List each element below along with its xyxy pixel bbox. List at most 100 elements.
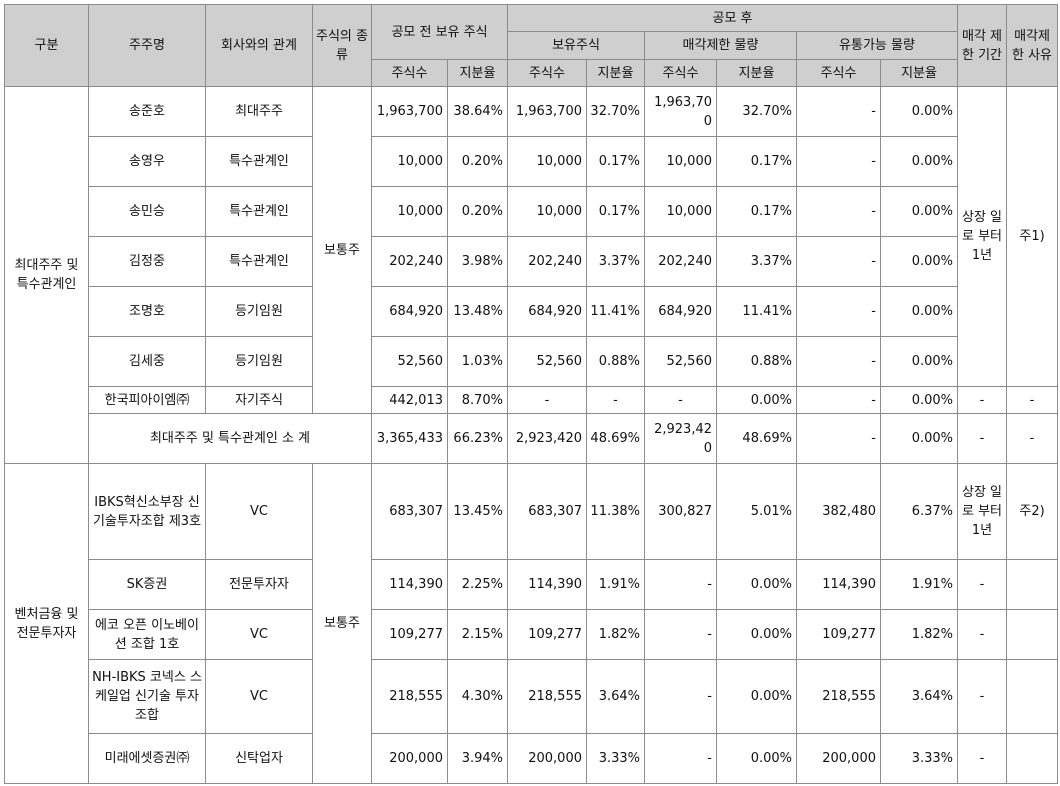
tradable-shares: 114,390 bbox=[796, 559, 881, 610]
tradable-ratio: 3.64% bbox=[879, 659, 959, 734]
holder-relation: 신탁업자 bbox=[205, 733, 313, 784]
pre-ratio: 38.64% bbox=[447, 86, 508, 137]
tradable-ratio: 0.00% bbox=[879, 386, 959, 414]
holder-name: SK증권 bbox=[88, 559, 206, 610]
pre-shares: 218,555 bbox=[371, 659, 448, 734]
restricted-shares: 1,963,700 bbox=[644, 86, 717, 137]
tradable-shares: - bbox=[796, 236, 881, 287]
tradable-shares: 109,277 bbox=[796, 609, 881, 660]
table-row: 벤처금융 및 전문투자자 IBKS혁신소부장 신기술투자조합 제3호 VC 보통… bbox=[4, 463, 1059, 784]
holder-relation: 전문투자자 bbox=[205, 559, 313, 610]
reason bbox=[1006, 609, 1059, 660]
restricted-shares: 684,920 bbox=[644, 286, 717, 337]
holder-name: 조명호 bbox=[88, 286, 206, 337]
held-shares: 2,923,420 bbox=[507, 413, 587, 464]
holder-relation: 등기임원 bbox=[205, 286, 313, 337]
holder-name: 김세중 bbox=[88, 336, 206, 387]
table-row: 김세중 등기임원 52,560 1.03% 52,560 0.88% 52,56… bbox=[5, 336, 1058, 387]
restricted-shares: 10,000 bbox=[644, 186, 717, 237]
tradable-ratio: 0.00% bbox=[879, 186, 959, 237]
tradable-ratio: 0.00% bbox=[879, 136, 959, 187]
tradable-ratio: 0.00% bbox=[879, 86, 959, 137]
restricted-ratio: 3.37% bbox=[716, 236, 797, 287]
held-ratio: 1.91% bbox=[586, 559, 645, 610]
holder-relation: 특수관계인 bbox=[205, 236, 313, 287]
period: - bbox=[957, 413, 1008, 464]
held-shares: 200,000 bbox=[507, 733, 587, 784]
tradable-ratio: 0.00% bbox=[879, 336, 959, 387]
restricted-ratio: 48.69% bbox=[716, 413, 797, 464]
holder-relation: 등기임원 bbox=[205, 336, 313, 387]
table-row: 조명호 등기임원 684,920 13.48% 684,920 11.41% 6… bbox=[5, 286, 1058, 337]
held-shares: 10,000 bbox=[507, 136, 587, 187]
holder-name: IBKS혁신소부장 신기술투자조합 제3호 bbox=[88, 463, 206, 560]
table-row: NH-IBKS 코넥스 스케일업 신기술 투자조합 VC 218,555 4.3… bbox=[5, 659, 1059, 734]
reason: - bbox=[1006, 386, 1059, 414]
held-ratio: 0.17% bbox=[586, 186, 645, 237]
pre-shares: 10,000 bbox=[371, 136, 448, 187]
header-ratio: 지분율 bbox=[879, 59, 959, 87]
subtotal-row: 최대주주 및 특수관계인 소 계 3,365,433 66.23% 2,923,… bbox=[5, 413, 1059, 464]
restricted-ratio: 11.41% bbox=[716, 286, 797, 337]
period: - bbox=[957, 733, 1008, 784]
tradable-shares: 382,480 bbox=[796, 463, 881, 560]
restricted-ratio: 0.00% bbox=[716, 733, 797, 784]
pre-ratio: 1.03% bbox=[447, 336, 508, 387]
held-ratio: 32.70% bbox=[586, 86, 645, 137]
pre-ratio: 4.30% bbox=[447, 659, 508, 734]
header-pre-ipo: 공모 전 보유 주식 bbox=[371, 4, 508, 60]
pre-shares: 442,013 bbox=[371, 386, 448, 414]
restricted-ratio: 5.01% bbox=[716, 463, 797, 560]
held-shares: 684,920 bbox=[507, 286, 587, 337]
held-ratio: 11.38% bbox=[586, 463, 645, 560]
group-category: 최대주주 및 특수관계인 bbox=[4, 86, 89, 464]
pre-ratio: 13.45% bbox=[447, 463, 508, 560]
header-relation: 회사와의 관계 bbox=[205, 4, 313, 87]
table-row: 미래에셋증권㈜ 신탁업자 200,000 3.94% 200,000 3.33%… bbox=[5, 733, 1059, 784]
held-shares: 218,555 bbox=[507, 659, 587, 734]
holder-name: 한국피아이엠㈜ bbox=[88, 386, 206, 414]
holder-relation: VC bbox=[205, 609, 313, 660]
holder-name: 송준호 bbox=[88, 86, 206, 137]
held-ratio: 11.41% bbox=[586, 286, 645, 337]
held-shares: - bbox=[507, 386, 587, 414]
held-ratio: 3.33% bbox=[586, 733, 645, 784]
held-ratio: 1.82% bbox=[586, 609, 645, 660]
pre-shares: 114,390 bbox=[371, 559, 448, 610]
held-shares: 10,000 bbox=[507, 186, 587, 237]
pre-shares: 200,000 bbox=[371, 733, 448, 784]
header-shares: 주식수 bbox=[644, 59, 717, 87]
reason: - bbox=[1006, 413, 1059, 464]
holder-relation: 특수관계인 bbox=[205, 186, 313, 237]
subtotal-label: 최대주주 및 특수관계인 소 계 bbox=[88, 413, 372, 464]
group-stock-type: 보통주 bbox=[312, 463, 372, 784]
restricted-shares: - bbox=[644, 659, 717, 734]
restricted-ratio: 0.00% bbox=[716, 609, 797, 660]
header-category: 구분 bbox=[4, 4, 89, 87]
holder-relation: 최대주주 bbox=[205, 86, 313, 137]
restricted-shares: 2,923,420 bbox=[644, 413, 717, 464]
held-ratio: - bbox=[586, 386, 645, 414]
header-period: 매각 제한 기간 bbox=[957, 4, 1008, 87]
holder-name: NH-IBKS 코넥스 스케일업 신기술 투자조합 bbox=[88, 659, 206, 734]
header-ratio: 지분율 bbox=[447, 59, 508, 87]
group-stock-type: 보통주 bbox=[312, 86, 372, 414]
restricted-ratio: 0.00% bbox=[716, 559, 797, 610]
tradable-ratio: 1.91% bbox=[879, 559, 959, 610]
tradable-shares: - bbox=[796, 386, 881, 414]
pre-shares: 3,365,433 bbox=[371, 413, 448, 464]
restricted-ratio: 0.00% bbox=[716, 659, 797, 734]
pre-ratio: 2.15% bbox=[447, 609, 508, 660]
tradable-shares: - bbox=[796, 86, 881, 137]
restricted-shares: 300,827 bbox=[644, 463, 717, 560]
period: 상장 일로 부터 1년 bbox=[957, 463, 1008, 560]
held-ratio: 48.69% bbox=[586, 413, 645, 464]
held-ratio: 3.37% bbox=[586, 236, 645, 287]
restricted-ratio: 32.70% bbox=[716, 86, 797, 137]
header-post-ipo: 공모 후 bbox=[506, 4, 959, 32]
holder-relation: VC bbox=[205, 659, 313, 734]
tradable-shares: 218,555 bbox=[796, 659, 881, 734]
tradable-ratio: 0.00% bbox=[879, 236, 959, 287]
pre-shares: 683,307 bbox=[371, 463, 448, 560]
restricted-shares: 10,000 bbox=[644, 136, 717, 187]
